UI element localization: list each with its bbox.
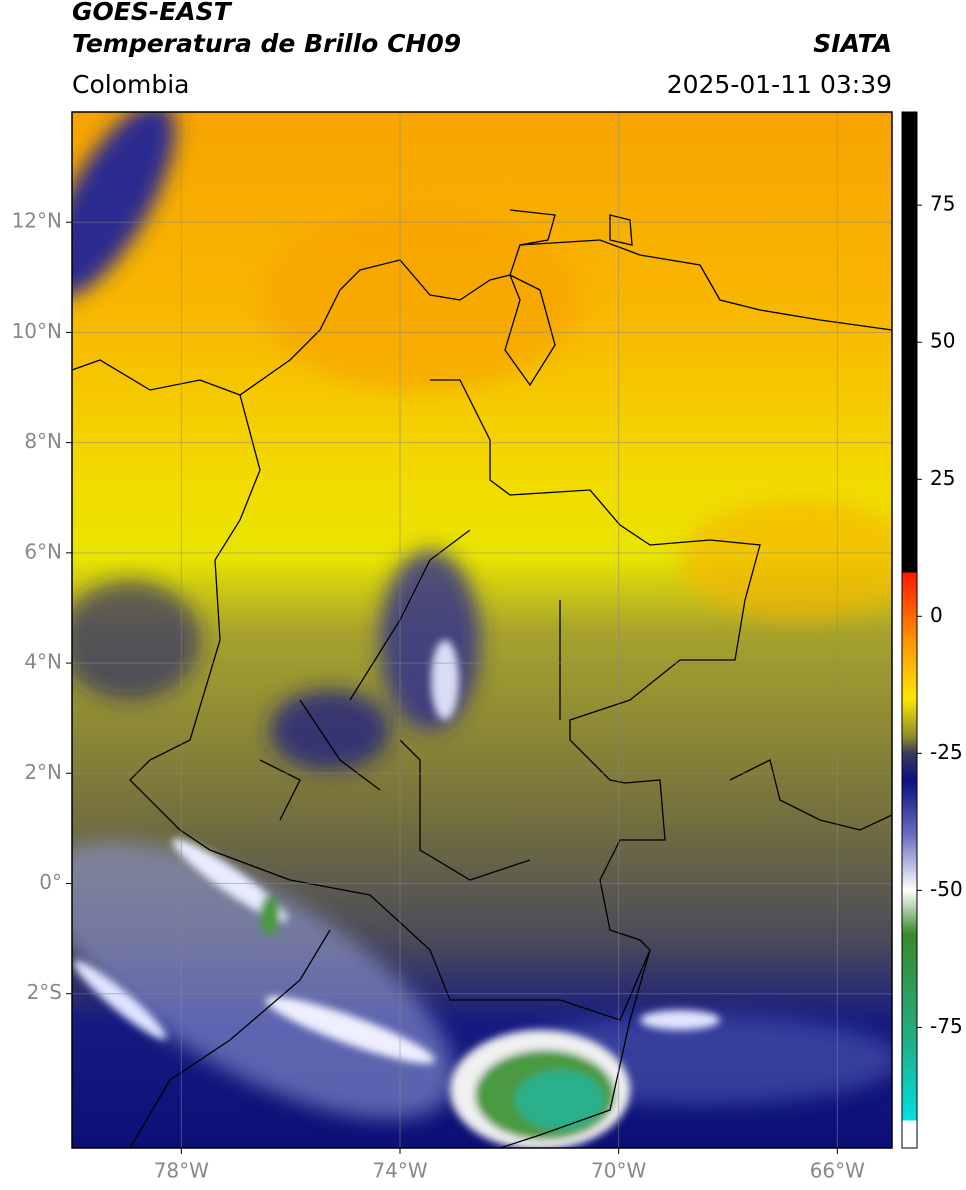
timestamp: 2025-01-11 03:39 <box>667 70 892 99</box>
map-frame <box>71 111 893 1149</box>
colorbar <box>901 111 918 1149</box>
product: Temperatura de Brillo CH09 <box>72 29 461 58</box>
colorbar-label: -75 <box>930 1014 963 1038</box>
y-tick-label: 6°N <box>24 539 62 563</box>
colorbar-label: -50 <box>930 877 963 901</box>
y-tick-label: 2°N <box>24 760 62 784</box>
y-tick-label: 12°N <box>12 209 62 233</box>
colorbar-label: 0 <box>930 603 943 627</box>
y-tick-label: 4°N <box>24 650 62 674</box>
x-tick-label: 70°W <box>591 1159 646 1183</box>
x-tick-label: 78°W <box>154 1159 209 1183</box>
graticule <box>72 112 892 1148</box>
colorbar-label: 25 <box>930 466 955 490</box>
y-tick-label: 0° <box>39 870 62 894</box>
x-tick-label: 74°W <box>372 1159 427 1183</box>
imagery <box>72 112 892 1148</box>
borders <box>72 209 892 1148</box>
source: SIATA <box>813 29 892 58</box>
colorbar-label: -25 <box>930 740 963 764</box>
y-tick-label: 8°N <box>24 429 62 453</box>
y-tick-label: 2°S <box>27 980 62 1004</box>
region: Colombia <box>72 70 189 99</box>
colorbar-label: 50 <box>930 329 955 353</box>
satellite: GOES-EAST <box>72 0 233 26</box>
colorbar-label: 75 <box>930 192 955 216</box>
y-tick-label: 10°N <box>12 319 62 343</box>
x-tick-label: 66°W <box>810 1159 865 1183</box>
